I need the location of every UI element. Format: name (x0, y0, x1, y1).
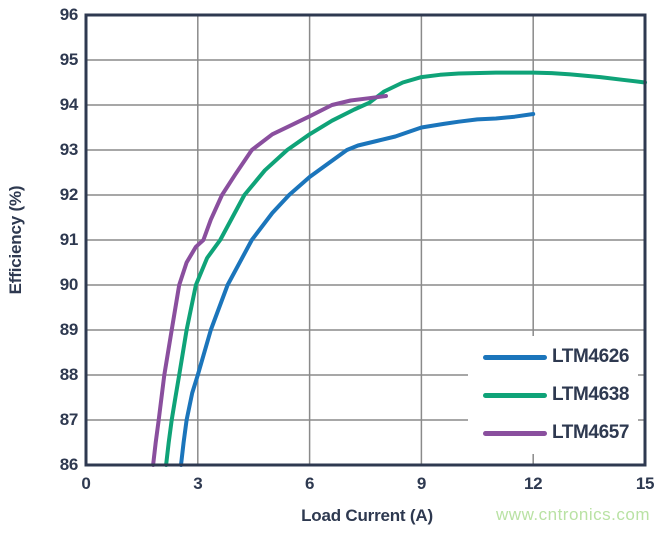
y-tick-label: 95 (59, 50, 79, 69)
legend: LTM4626 LTM4638 LTM4657 (468, 336, 638, 454)
watermark-text: www.cntronics.com (496, 505, 650, 524)
y-tick-label: 91 (59, 230, 79, 249)
y-tick-label: 92 (59, 185, 79, 204)
legend-item-ltm4638: LTM4638 (468, 378, 638, 412)
y-tick-label: 90 (59, 275, 79, 294)
series-swatch-ltm4657 (483, 430, 547, 436)
series-swatch-ltm4626 (483, 354, 547, 360)
y-axis-title: Efficiency (%) (6, 185, 25, 295)
x-axis-title: Load Current (A) (301, 506, 433, 525)
y-tick-label: 88 (59, 365, 79, 384)
series-line-ltm4626 (179, 112, 536, 467)
plot-frame (84, 13, 647, 467)
x-tick-label: 6 (305, 474, 315, 493)
series-swatch-ltm4638 (483, 392, 547, 398)
x-tick-label: 9 (416, 474, 426, 493)
legend-label: LTM4626 (552, 346, 630, 367)
y-tick-label: 94 (59, 95, 79, 114)
legend-item-ltm4657: LTM4657 (468, 416, 638, 450)
x-tick-label: 12 (524, 474, 543, 493)
series-line-ltm4638 (164, 70, 647, 467)
x-tick-label: 3 (193, 474, 203, 493)
x-tick-label: 0 (81, 474, 91, 493)
series-line-ltm4657 (151, 94, 388, 467)
legend-item-ltm4626: LTM4626 (468, 340, 638, 374)
x-tick-label: 15 (635, 474, 655, 493)
y-tick-label: 96 (59, 5, 79, 24)
y-tick-label: 89 (59, 320, 79, 339)
legend-label: LTM4657 (552, 422, 630, 443)
y-tick-label: 87 (59, 410, 79, 429)
y-tick-label: 86 (59, 455, 79, 474)
legend-label: LTM4638 (552, 384, 630, 405)
y-tick-label: 93 (59, 140, 79, 159)
